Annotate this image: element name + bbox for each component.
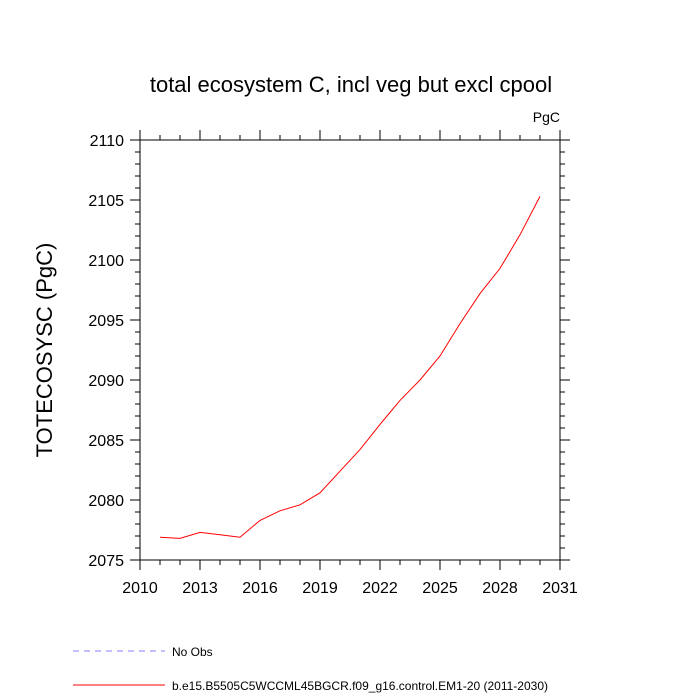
y-tick-label: 2105 — [88, 193, 124, 210]
x-tick-label: 2010 — [122, 580, 158, 597]
tick-marks — [130, 130, 570, 570]
x-tick-label: 2022 — [362, 580, 398, 597]
x-tick-label: 2028 — [482, 580, 518, 597]
data-series — [159, 196, 541, 539]
y-axis-title: TOTECOSYSC (PgC) — [32, 243, 57, 458]
x-tick-label: 2016 — [242, 580, 278, 597]
legend: No Obs b.e15.B5505C5WCCML45BGCR.f09_g16.… — [73, 645, 548, 693]
plot-frame — [139, 139, 561, 561]
y-tick-label: 2075 — [88, 553, 124, 570]
y-tick-label: 2100 — [88, 253, 124, 270]
tick-labels: 2010 2013 2016 2019 2022 2025 2028 2031 2075 2080… — [88, 133, 577, 597]
chart-title: total ecosystem C, incl veg but excl cpo… — [150, 72, 552, 97]
y-tick-label: 2090 — [88, 373, 124, 390]
x-tick-label: 2019 — [302, 580, 338, 597]
series-line — [159, 196, 541, 539]
y-tick-label: 2080 — [88, 493, 124, 510]
x-tick-label: 2031 — [542, 580, 578, 597]
y-tick-label: 2095 — [88, 313, 124, 330]
y-tick-label: 2110 — [90, 133, 125, 150]
legend-label-no-obs: No Obs — [172, 645, 213, 659]
y-tick-label: 2085 — [88, 433, 124, 450]
units-label: PgC — [533, 109, 560, 125]
legend-label-control-run: b.e15.B5505C5WCCML45BGCR.f09_g16.control… — [172, 679, 548, 693]
x-tick-label: 2025 — [422, 580, 458, 597]
x-tick-label: 2013 — [182, 580, 218, 597]
